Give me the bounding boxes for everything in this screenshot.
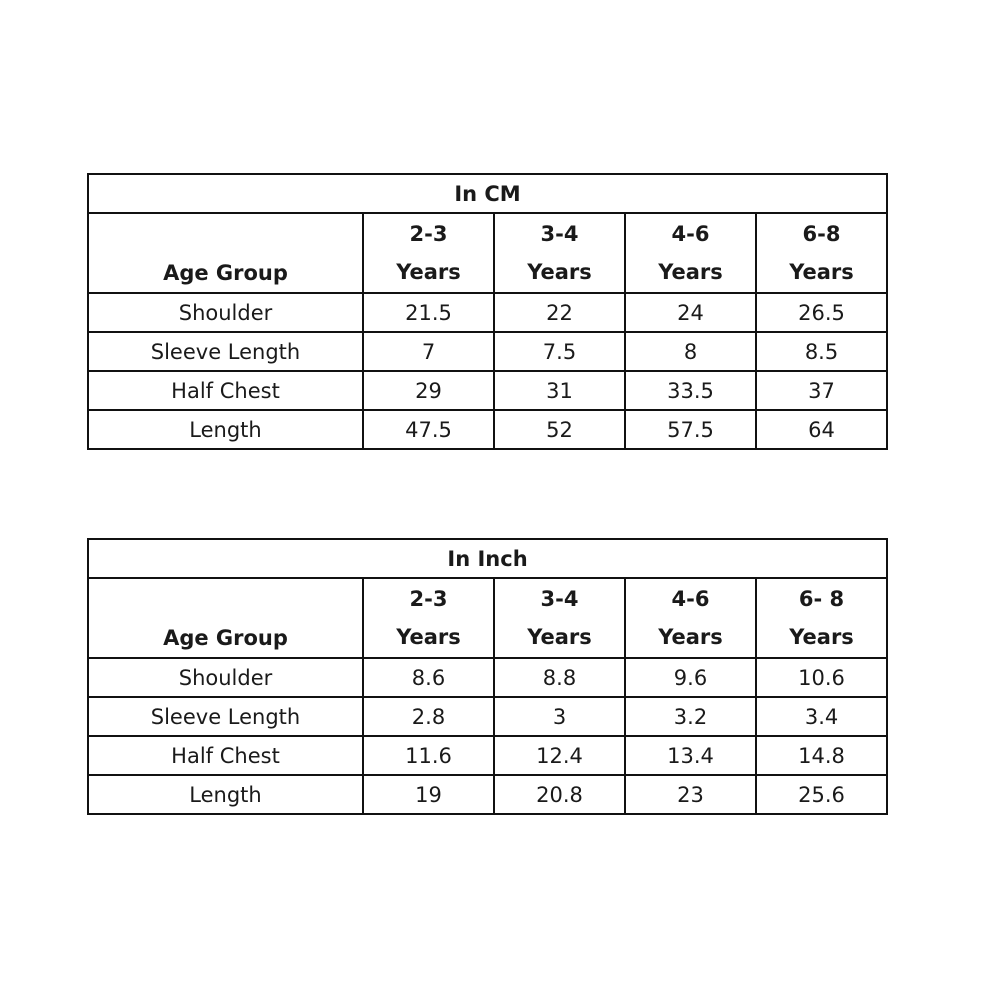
age-range: 4-6 [671,587,710,611]
measurement-value: 47.5 [362,409,495,450]
age-range: 2-3 [409,222,448,246]
measurement-value: 33.5 [624,370,757,411]
table-row: Length 19 20.8 23 25.6 [87,774,889,815]
measurement-value: 25.6 [754,774,889,815]
measurement-value: 14.8 [754,735,889,776]
header-row: Age Group 2-3 Years 3-4 Years 4-6 Years 6-8 Year… [87,212,889,294]
measurement-value: 23 [624,774,757,815]
measurement-value: 31 [493,370,626,411]
age-column-header: 6- 8 Years [754,577,889,659]
age-column-header: 2-3 Years [362,212,495,294]
age-column-header: 3-4 Years [493,577,626,659]
measurement-value: 8.6 [362,657,495,698]
measurement-value: 7 [362,331,495,372]
table-row: Half Chest 11.6 12.4 13.4 14.8 [87,735,889,776]
measurement-value: 13.4 [624,735,757,776]
measurement-value: 8.5 [754,331,889,372]
age-range: 3-4 [540,587,579,611]
measurement-value: 64 [754,409,889,450]
title-row: In CM [86,173,889,214]
measurement-value: 7.5 [493,331,626,372]
measurement-value: 10.6 [754,657,889,698]
header-row: Age Group 2-3 Years 3-4 Years 4-6 Years 6- 8 Yea… [87,577,889,659]
measurement-value: 8.8 [493,657,626,698]
age-unit: Years [789,625,854,649]
table-title: In CM [86,173,889,214]
age-column-header: 3-4 Years [493,212,626,294]
age-range: 2-3 [409,587,448,611]
measurement-value: 2.8 [362,696,495,737]
title-row: In Inch [86,538,889,579]
measurement-value: 3.2 [624,696,757,737]
measurement-value: 9.6 [624,657,757,698]
measurement-value: 20.8 [493,774,626,815]
age-unit: Years [789,260,854,284]
age-unit: Years [396,260,461,284]
size-table-inch: In Inch Age Group 2-3 Years 3-4 Years 4-6 Years… [86,538,889,815]
measurement-label: Half Chest [87,370,364,411]
measurement-value: 52 [493,409,626,450]
measurement-value: 3 [493,696,626,737]
measurement-value: 12.4 [493,735,626,776]
measurement-value: 57.5 [624,409,757,450]
age-unit: Years [396,625,461,649]
table-row: Half Chest 29 31 33.5 37 [87,370,889,411]
measurement-label: Shoulder [87,292,364,333]
measurement-label: Sleeve Length [87,696,364,737]
age-unit: Years [658,260,723,284]
measurement-label: Half Chest [87,735,364,776]
age-column-header: 2-3 Years [362,577,495,659]
size-table-cm: In CM Age Group 2-3 Years 3-4 Years 4-6 Years 6-… [86,173,889,450]
measurement-value: 22 [493,292,626,333]
measurement-value: 8 [624,331,757,372]
measurement-value: 37 [754,370,889,411]
measurement-value: 19 [362,774,495,815]
age-group-header: Age Group [87,577,364,659]
age-range: 6-8 [802,222,841,246]
measurement-value: 21.5 [362,292,495,333]
table-row: Length 47.5 52 57.5 64 [87,409,889,450]
measurement-label: Shoulder [87,657,364,698]
age-column-header: 4-6 Years [624,577,757,659]
measurement-value: 24 [624,292,757,333]
table-row: Shoulder 21.5 22 24 26.5 [87,292,889,333]
age-unit: Years [658,625,723,649]
measurement-value: 11.6 [362,735,495,776]
age-group-header: Age Group [87,212,364,294]
measurement-label: Length [87,774,364,815]
table-title: In Inch [86,538,889,579]
age-range: 3-4 [540,222,579,246]
measurement-value: 29 [362,370,495,411]
measurement-value: 26.5 [754,292,889,333]
age-column-header: 4-6 Years [624,212,757,294]
age-range: 4-6 [671,222,710,246]
table-row: Shoulder 8.6 8.8 9.6 10.6 [87,657,889,698]
table-row: Sleeve Length 2.8 3 3.2 3.4 [87,696,889,737]
measurement-label: Sleeve Length [87,331,364,372]
age-range: 6- 8 [798,587,845,611]
table-row: Sleeve Length 7 7.5 8 8.5 [87,331,889,372]
age-unit: Years [527,260,592,284]
age-column-header: 6-8 Years [754,212,889,294]
age-unit: Years [527,625,592,649]
measurement-value: 3.4 [754,696,889,737]
measurement-label: Length [87,409,364,450]
